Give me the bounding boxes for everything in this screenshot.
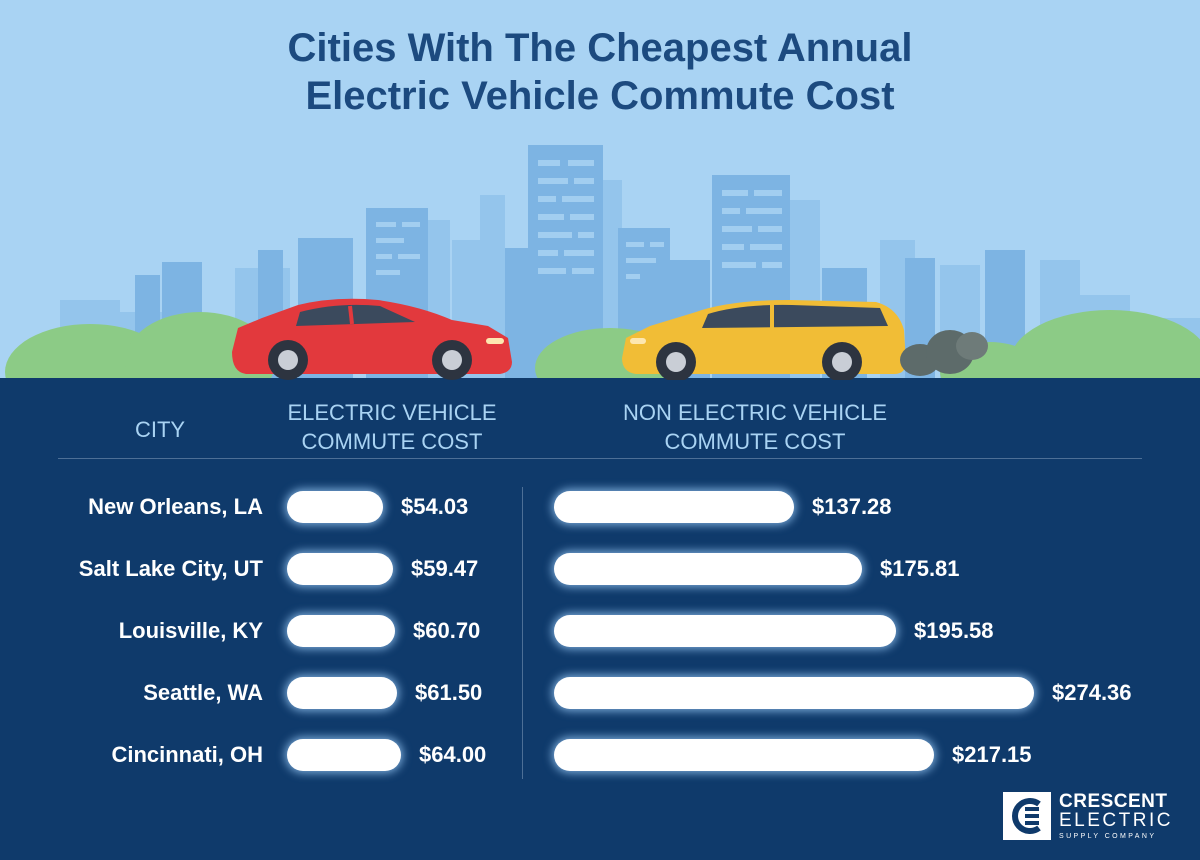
logo-mark-icon — [1003, 792, 1051, 840]
non-ev-cost-value: $195.58 — [914, 618, 994, 643]
header-ev-line-1: ELECTRIC VEHICLE — [287, 400, 497, 425]
logo-tagline: SUPPLY COMPANY — [1059, 833, 1157, 840]
city-label: Salt Lake City, UT — [78, 556, 263, 581]
ev-cost-value: $59.47 — [411, 556, 479, 581]
city-label: Cincinnati, OH — [111, 742, 263, 767]
non-ev-cost-value: $274.36 — [1052, 680, 1132, 705]
header-city-label: CITY — [134, 417, 186, 442]
non-ev-cost-value: $175.81 — [880, 556, 960, 581]
city-skyline-illustration — [0, 145, 1200, 382]
header-city: CITY — [100, 415, 220, 444]
electric-car-illustration — [232, 298, 512, 380]
ev-cost-value: $60.70 — [413, 618, 481, 643]
header-divider — [58, 458, 1142, 459]
column-divider — [522, 487, 523, 779]
city-label: New Orleans, LA — [88, 494, 263, 519]
title-line-2: Electric Vehicle Commute Cost — [305, 74, 895, 118]
header-ev-line-2: COMMUTE COST — [301, 429, 483, 454]
non-ev-cost-bar — [554, 615, 896, 647]
ev-cost-value: $61.50 — [415, 680, 483, 705]
title-line-1: Cities With The Cheapest Annual — [287, 26, 913, 70]
header-ev-cost: ELECTRIC VEHICLE COMMUTE COST — [262, 398, 522, 456]
ev-cost-bar — [287, 739, 401, 771]
non-ev-cost-bar — [554, 677, 1034, 709]
non-ev-cost-bar — [554, 491, 794, 523]
ev-cost-bar — [287, 491, 383, 523]
logo-sub: ELECTRIC — [1059, 810, 1173, 831]
ev-cost-bar — [287, 677, 397, 709]
city-label: Louisville, KY — [118, 618, 263, 643]
non-ev-cost-value: $137.28 — [812, 494, 892, 519]
non-ev-cost-value: $217.15 — [952, 742, 1032, 767]
ev-cost-value: $64.00 — [419, 742, 487, 767]
ev-cost-bar — [287, 553, 393, 585]
header-non-ev-cost: NON ELECTRIC VEHICLE COMMUTE COST — [600, 398, 910, 456]
non-ev-cost-bar — [554, 553, 862, 585]
gas-car-illustration — [622, 300, 988, 382]
header-non-ev-line-1: NON ELECTRIC VEHICLE — [622, 400, 888, 425]
city-label: Seattle, WA — [143, 680, 263, 705]
logo-name: CRESCENT — [1059, 791, 1168, 812]
non-ev-cost-bar — [554, 739, 934, 771]
ev-cost-value: $54.03 — [401, 494, 469, 519]
ev-cost-bar — [287, 615, 395, 647]
header-non-ev-line-2: COMMUTE COST — [664, 429, 846, 454]
page-title: Cities With The Cheapest Annual Electric… — [0, 24, 1200, 120]
